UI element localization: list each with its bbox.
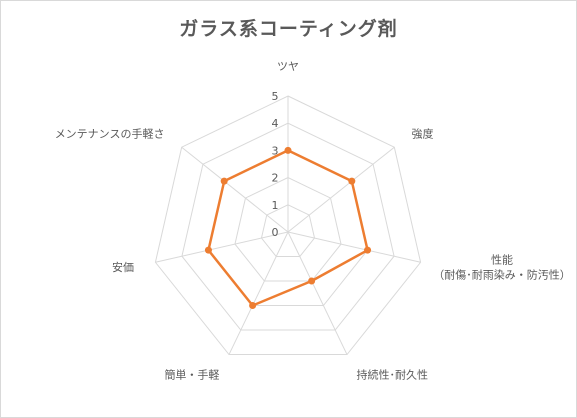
data-point xyxy=(284,146,292,154)
grid-ring-5 xyxy=(154,95,422,356)
series-line xyxy=(207,149,369,307)
spoke-1 xyxy=(287,146,395,233)
series-layer xyxy=(204,146,372,310)
axis-label: 性能（耐傷･耐雨染み・防汚性） xyxy=(433,253,571,282)
grid-ring-2 xyxy=(234,177,342,282)
spoke-5 xyxy=(155,231,289,263)
tick-label: 0 xyxy=(272,226,279,239)
axis-label: ツヤ xyxy=(277,60,299,73)
data-point xyxy=(220,177,228,185)
tick-label: 1 xyxy=(272,199,279,212)
axis-label: 安価 xyxy=(112,260,134,274)
tick-layer: 0 1 2 3 4 5 xyxy=(272,90,279,239)
axis-label: メンテナンスの手軽さ xyxy=(55,126,165,140)
data-point xyxy=(249,302,257,310)
spoke-2 xyxy=(287,231,421,263)
spoke-3 xyxy=(287,231,348,355)
axis-label: 強度 xyxy=(412,126,434,140)
data-point xyxy=(204,246,212,254)
grid-ring-4 xyxy=(181,122,395,331)
grid-ring-1 xyxy=(260,204,316,258)
tick-label: 3 xyxy=(272,144,279,157)
tick-label: 2 xyxy=(272,172,279,185)
grid-layer xyxy=(154,95,422,356)
chart-title: ガラス系コーティング剤 xyxy=(179,18,398,40)
spoke-6 xyxy=(181,146,289,233)
axis-label: 持続性･耐久性 xyxy=(357,367,429,381)
axis-label: 簡単・手軽 xyxy=(164,367,219,381)
data-point xyxy=(348,177,356,185)
spoke-4 xyxy=(228,231,289,355)
tick-label: 4 xyxy=(272,117,279,130)
data-point xyxy=(308,277,316,285)
data-point xyxy=(364,246,372,254)
tick-label: 5 xyxy=(272,90,279,103)
